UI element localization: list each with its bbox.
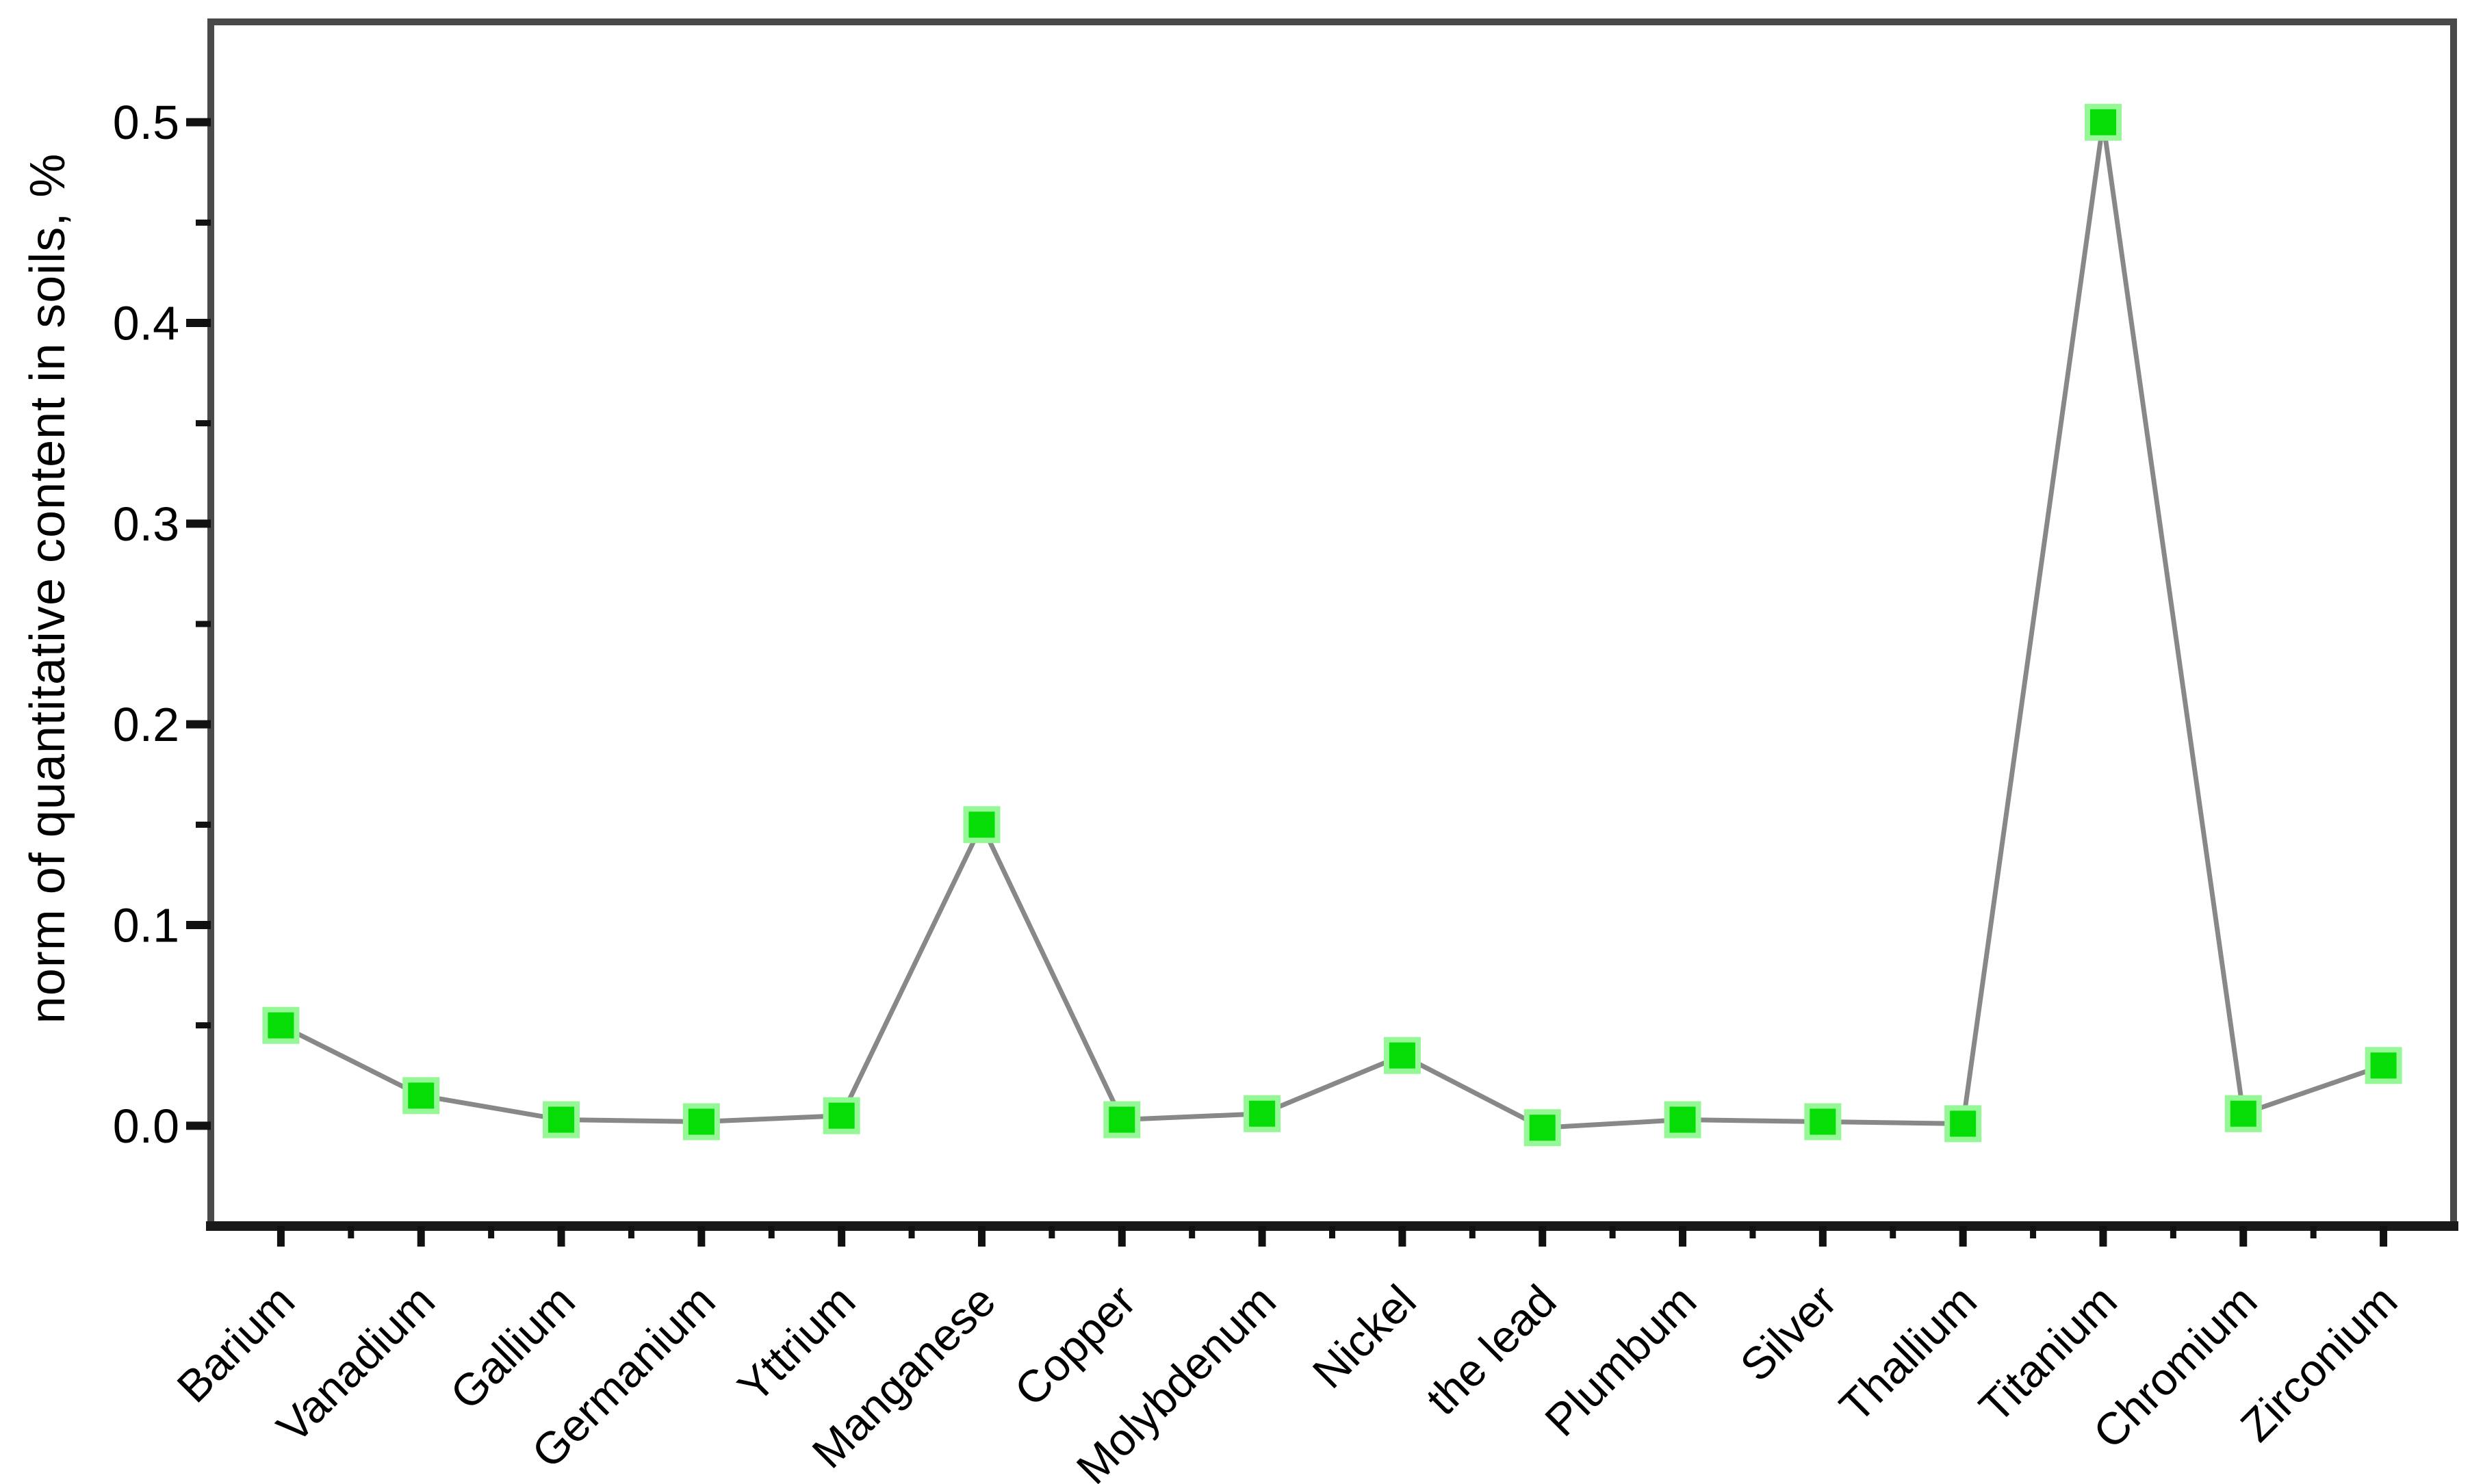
x-axis-tick-label: Gallium <box>440 1275 584 1420</box>
data-line <box>279 122 2384 1130</box>
x-axis-tick-label: Plumbum <box>1535 1275 1706 1446</box>
y-axis-tick-label: 0.3 <box>113 497 179 551</box>
x-axis-tick-label: Thallium <box>1829 1275 1986 1432</box>
y-axis-tick-label: 0.1 <box>113 899 179 952</box>
data-point-marker <box>1523 1109 1561 1147</box>
x-axis-tick-label: Barium <box>167 1275 304 1412</box>
y-axis-title: norm of quantitative content in soils, % <box>21 153 75 1024</box>
data-point-marker <box>2084 103 2122 141</box>
plot-frame <box>207 18 2457 1229</box>
data-point-marker <box>402 1077 440 1115</box>
data-point-marker <box>1244 1095 1281 1132</box>
data-point-marker <box>823 1097 860 1134</box>
y-axis-tick-label: 0.0 <box>113 1099 179 1153</box>
x-axis-tick-label: Yttrium <box>728 1275 864 1412</box>
data-point-marker <box>1103 1101 1141 1138</box>
data-point-marker <box>1944 1105 1982 1143</box>
data-point-marker <box>2365 1047 2402 1084</box>
data-point-marker <box>963 806 1001 844</box>
data-point-marker <box>1804 1103 1842 1141</box>
data-point-marker <box>1383 1037 1421 1074</box>
x-axis-tick-label: Silver <box>1730 1275 1846 1391</box>
x-axis-tick-label: Nickel <box>1302 1275 1425 1398</box>
y-axis-tick-label: 0.5 <box>113 96 179 149</box>
data-point-marker <box>682 1103 720 1141</box>
data-point-marker <box>543 1101 580 1138</box>
data-point-marker <box>2224 1095 2262 1132</box>
data-point-marker <box>1664 1101 1701 1138</box>
y-axis-tick-label: 0.4 <box>113 297 179 350</box>
y-axis-tick-label: 0.2 <box>113 698 179 751</box>
data-point-marker <box>262 1006 300 1044</box>
x-axis-tick-label: Copper <box>1005 1275 1145 1416</box>
